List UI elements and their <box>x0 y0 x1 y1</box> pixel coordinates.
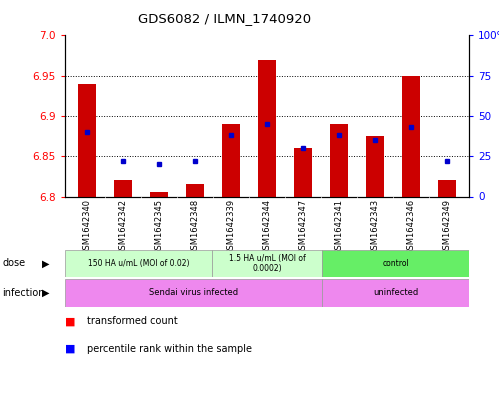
Text: GSM1642346: GSM1642346 <box>407 199 416 255</box>
Text: GDS6082 / ILMN_1740920: GDS6082 / ILMN_1740920 <box>138 12 311 25</box>
Text: GSM1642344: GSM1642344 <box>262 199 271 255</box>
Text: GSM1642343: GSM1642343 <box>371 199 380 255</box>
Bar <box>294 148 312 196</box>
Text: ■: ■ <box>65 316 75 326</box>
Bar <box>366 136 384 196</box>
Text: GSM1642342: GSM1642342 <box>118 199 127 255</box>
Bar <box>65 250 212 277</box>
Text: GSM1642339: GSM1642339 <box>227 199 236 255</box>
Text: percentile rank within the sample: percentile rank within the sample <box>87 344 252 354</box>
Text: GSM1642347: GSM1642347 <box>298 199 307 255</box>
Text: transformed count: transformed count <box>87 316 178 326</box>
Text: ▶: ▶ <box>42 258 50 268</box>
Bar <box>222 124 240 196</box>
Text: 150 HA u/mL (MOI of 0.02): 150 HA u/mL (MOI of 0.02) <box>88 259 189 268</box>
Bar <box>322 279 469 307</box>
Text: GSM1642349: GSM1642349 <box>443 199 452 255</box>
Text: GSM1642345: GSM1642345 <box>154 199 163 255</box>
Text: GSM1642348: GSM1642348 <box>190 199 199 255</box>
Text: dose: dose <box>2 258 25 268</box>
Text: uninfected: uninfected <box>373 288 418 297</box>
Text: GSM1642341: GSM1642341 <box>335 199 344 255</box>
Bar <box>322 250 469 277</box>
Text: control: control <box>382 259 409 268</box>
Bar <box>114 180 132 196</box>
Bar <box>212 250 322 277</box>
Text: ■: ■ <box>65 344 75 354</box>
Bar <box>77 84 95 196</box>
Bar <box>150 193 168 196</box>
Text: 1.5 HA u/mL (MOI of
0.0002): 1.5 HA u/mL (MOI of 0.0002) <box>229 253 305 273</box>
Bar <box>258 60 276 196</box>
Bar <box>330 124 348 196</box>
Bar <box>439 180 457 196</box>
Bar <box>402 76 420 196</box>
Text: ▶: ▶ <box>42 288 50 298</box>
Text: Sendai virus infected: Sendai virus infected <box>149 288 238 297</box>
Text: infection: infection <box>2 288 45 298</box>
Bar <box>186 184 204 196</box>
Text: GSM1642340: GSM1642340 <box>82 199 91 255</box>
Bar <box>65 279 322 307</box>
